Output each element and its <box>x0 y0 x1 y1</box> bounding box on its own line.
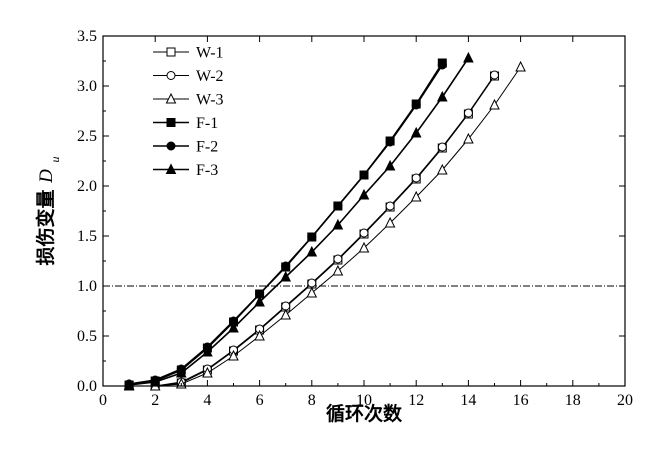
y-tick-label: 3.5 <box>77 28 97 45</box>
series-line-F-3 <box>129 57 470 386</box>
data-point-W-2 <box>490 70 499 80</box>
data-point-W-3 <box>358 241 370 253</box>
legend-marker <box>166 47 176 57</box>
data-point-F-3 <box>332 218 344 230</box>
data-point-F-3 <box>358 188 370 200</box>
data-point-W-3 <box>384 216 396 228</box>
data-point-W-3 <box>463 132 474 144</box>
data-point-F-2 <box>411 100 421 110</box>
x-tick-label: 10 <box>356 392 372 409</box>
data-point-W-3 <box>254 329 265 341</box>
data-point-W-2 <box>463 108 473 118</box>
series-W-2 <box>124 70 499 391</box>
series-line-F-1 <box>128 62 443 386</box>
y-tick-label: 1.5 <box>77 228 97 245</box>
data-point-F-3 <box>202 345 213 357</box>
data-point-W-3 <box>280 308 292 320</box>
x-tick-label: 4 <box>203 392 211 409</box>
legend-item-F-1: F-1 <box>153 115 218 132</box>
y-axis-title: 损伤变量 D u <box>34 157 62 266</box>
legend-label: F-1 <box>196 115 218 132</box>
data-point-F-2 <box>281 261 291 271</box>
data-point-W-2 <box>359 228 369 238</box>
data-point-F-2 <box>437 60 447 70</box>
y-axis-title-symbol: D <box>36 169 57 184</box>
y-tick-label: 2.0 <box>77 178 97 195</box>
data-point-W-2 <box>437 142 447 152</box>
legend-item-W-2: W-2 <box>153 68 224 85</box>
y-tick-label: 1.0 <box>77 278 97 295</box>
data-point-W-3 <box>332 264 344 276</box>
data-point-W-3 <box>306 286 318 298</box>
series-line-W-2 <box>129 74 495 387</box>
series-line-W-3 <box>129 66 522 387</box>
legend-label: F-2 <box>196 139 218 156</box>
data-point-W-2 <box>411 173 421 183</box>
x-tick-label: 6 <box>256 392 264 409</box>
y-tick-label: 0.0 <box>77 378 97 395</box>
x-tick-label: 2 <box>151 392 159 409</box>
y-axis-title-subscript: u <box>48 157 62 163</box>
legend-label: W-2 <box>196 68 224 85</box>
data-point-F-2 <box>307 232 317 242</box>
legend: W-1 W-2 W-3 F-1 F-2 F-3 <box>153 45 224 179</box>
data-point-W-2 <box>307 278 317 288</box>
x-tick-label: 0 <box>99 392 107 409</box>
x-tick-label: 16 <box>513 392 529 409</box>
data-point-F-3 <box>175 366 187 378</box>
data-point-F-3 <box>436 90 448 102</box>
legend-label: W-1 <box>196 45 224 62</box>
legend-marker <box>166 141 176 151</box>
legend-item-F-2: F-2 <box>153 139 218 156</box>
legend-marker <box>166 71 176 80</box>
x-tick-label: 20 <box>617 392 633 409</box>
data-point-F-3 <box>306 245 318 257</box>
data-point-W-3 <box>202 366 213 378</box>
x-axis-title: 循环次数 <box>326 402 403 425</box>
series-F-3 <box>123 51 474 390</box>
data-point-F-3 <box>410 126 422 138</box>
data-point-F-3 <box>280 270 292 282</box>
legend-marker <box>166 118 176 127</box>
data-point-F-2 <box>333 201 343 211</box>
axes-layer: 0 2 4 6 8 10 12 14 16 18 20 0.0 0.5 1.0 1.5 2.0 2.5 3.0 3.… <box>77 28 633 409</box>
data-point-F-3 <box>463 51 474 63</box>
series-F-2 <box>124 60 447 389</box>
legend-item-W-3: W-3 <box>153 92 224 109</box>
data-point-F-3 <box>384 159 396 171</box>
series-F-1 <box>124 58 447 390</box>
y-tick-label: 2.5 <box>77 128 97 145</box>
y-tick-label: 0.5 <box>77 328 97 345</box>
data-point-W-2 <box>385 201 395 211</box>
data-point-W-3 <box>228 349 239 361</box>
y-axis-title-text: 损伤变量 <box>34 189 57 265</box>
data-point-W-3 <box>489 98 500 110</box>
x-tick-label: 14 <box>460 392 476 409</box>
data-point-W-3 <box>410 190 422 202</box>
data-point-F-3 <box>254 295 265 307</box>
plot-frame <box>102 35 626 387</box>
x-tick-label: 8 <box>308 392 316 409</box>
legend-marker <box>165 163 177 174</box>
legend-item-F-3: F-3 <box>153 162 218 179</box>
data-point-W-2 <box>281 301 291 311</box>
data-point-F-2 <box>359 170 369 180</box>
x-tick-label: 12 <box>408 392 424 409</box>
series-line-F-2 <box>128 64 443 385</box>
data-point-F-2 <box>385 137 395 147</box>
legend-item-W-1: W-1 <box>153 45 224 62</box>
y-tick-label: 3.0 <box>77 78 97 95</box>
series-W-1 <box>124 71 499 391</box>
data-point-W-3 <box>436 163 448 175</box>
data-point-W-2 <box>333 254 343 264</box>
data-point-W-3 <box>515 60 526 72</box>
x-tick-label: 18 <box>565 392 581 409</box>
data-point-F-3 <box>228 321 239 333</box>
legend-marker <box>165 92 177 104</box>
legend-label: F-3 <box>196 162 218 179</box>
series-layer <box>123 51 526 391</box>
legend-label: W-3 <box>196 92 224 109</box>
